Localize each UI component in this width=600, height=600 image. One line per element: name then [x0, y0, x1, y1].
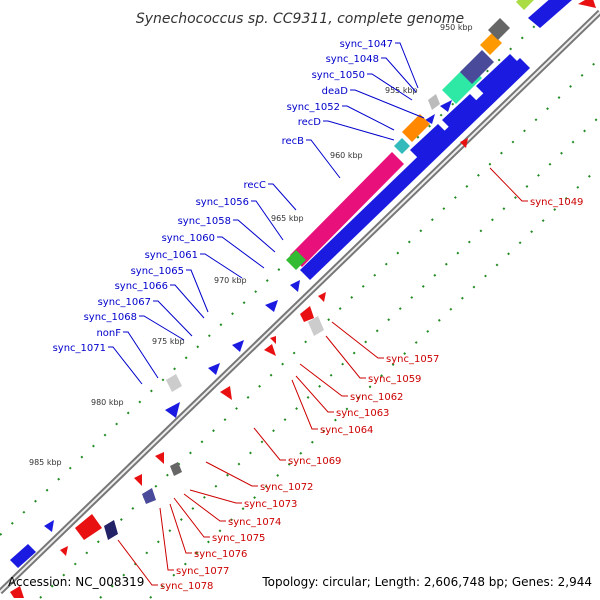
- feature-block[interactable]: [166, 374, 182, 392]
- gene-label-sync_1069[interactable]: sync_1069: [288, 456, 341, 467]
- scale-marks: 950 kbp 955 kbp 960 kbp 965 kbp 970 kbp …: [29, 23, 473, 467]
- gene-label-sync_1058[interactable]: sync_1058: [178, 216, 231, 227]
- scale-mark-965: 965 kbp: [271, 214, 304, 223]
- gene-label-sync_1075[interactable]: sync_1075: [212, 533, 265, 544]
- gene-block[interactable]: [44, 520, 54, 532]
- gene-label-sync_1067[interactable]: sync_1067: [98, 297, 151, 308]
- gene-label-sync_1050[interactable]: sync_1050: [312, 70, 365, 81]
- gene-block[interactable]: [208, 363, 220, 375]
- scale-mark-980: 980 kbp: [91, 398, 124, 407]
- gene-label-sync_1065[interactable]: sync_1065: [131, 266, 184, 277]
- topology-text: Topology: circular; Length: 2,606,748 bp…: [261, 575, 592, 589]
- gene-block[interactable]: [134, 474, 142, 486]
- feature-block[interactable]: [308, 316, 324, 336]
- gene-label-sync_1057[interactable]: sync_1057: [386, 354, 439, 365]
- scale-mark-960: 960 kbp: [330, 151, 363, 160]
- gene-label-sync_1059[interactable]: sync_1059: [368, 374, 421, 385]
- gene-block[interactable]: [440, 100, 452, 112]
- scale-mark-950: 950 kbp: [440, 23, 473, 32]
- feature-block[interactable]: [394, 138, 410, 154]
- gene-label-nonF[interactable]: nonF: [96, 328, 121, 339]
- feature-block[interactable]: [286, 250, 306, 270]
- gene-label-sync_1078[interactable]: sync_1078: [160, 581, 213, 592]
- gene-label-deaD[interactable]: deaD: [322, 86, 349, 97]
- accession-text: Accession: NC_008319: [8, 575, 144, 589]
- gene-block[interactable]: [460, 138, 468, 148]
- gene-label-recC[interactable]: recC: [243, 180, 266, 191]
- map-title: Synechococcus sp. CC9311, complete genom…: [136, 11, 464, 27]
- gene-label-sync_1076[interactable]: sync_1076: [194, 549, 247, 560]
- feature-block[interactable]: [460, 50, 494, 84]
- gene-label-sync_1066[interactable]: sync_1066: [115, 281, 168, 292]
- gene-block[interactable]: [410, 124, 446, 158]
- feature-block[interactable]: [488, 18, 510, 40]
- reverse-leader-lines: [117, 167, 528, 586]
- scale-mark-975: 975 kbp: [152, 337, 185, 346]
- gene-block[interactable]: [270, 336, 276, 344]
- gene-block[interactable]: [300, 306, 314, 322]
- gene-label-recD[interactable]: recD: [298, 117, 322, 128]
- feature-block[interactable]: [142, 488, 156, 504]
- gene-block[interactable]: [10, 544, 36, 568]
- gene-label-sync_1072[interactable]: sync_1072: [260, 482, 313, 493]
- gene-label-sync_1064[interactable]: sync_1064: [320, 425, 373, 436]
- reverse-gene-labels: sync_1049 sync_1057 sync_1059 sync_1062 …: [160, 197, 583, 592]
- feature-block[interactable]: [428, 94, 440, 110]
- gene-block[interactable]: [442, 94, 478, 128]
- gene-label-sync_1063[interactable]: sync_1063: [336, 408, 389, 419]
- reverse-gene-track: [10, 0, 596, 598]
- gene-block[interactable]: [578, 0, 596, 8]
- gene-block[interactable]: [528, 0, 572, 28]
- forward-gene-track: [10, 0, 572, 568]
- feature-block[interactable]: [402, 114, 430, 142]
- gene-label-recB[interactable]: recB: [282, 136, 305, 147]
- gene-label-sync_1074[interactable]: sync_1074: [228, 517, 281, 528]
- gene-block[interactable]: [290, 280, 300, 292]
- gene-block[interactable]: [60, 546, 68, 556]
- forward-gene-labels: sync_1047 sync_1048 sync_1050 deaD sync_…: [53, 39, 393, 354]
- gene-block[interactable]: [220, 386, 232, 400]
- gene-block[interactable]: [476, 54, 518, 94]
- gene-label-sync_1071[interactable]: sync_1071: [53, 343, 106, 354]
- feature-block[interactable]: [516, 0, 534, 10]
- gene-label-sync_1047[interactable]: sync_1047: [340, 39, 393, 50]
- gene-label-sync_1068[interactable]: sync_1068: [84, 312, 137, 323]
- gene-block[interactable]: [75, 514, 102, 540]
- gene-block[interactable]: [265, 300, 278, 312]
- gene-label-sync_1073[interactable]: sync_1073: [244, 499, 297, 510]
- gene-label-sync_1048[interactable]: sync_1048: [326, 54, 379, 65]
- gene-label-sync_1052[interactable]: sync_1052: [287, 102, 340, 113]
- gene-label-sync_1062[interactable]: sync_1062: [350, 392, 403, 403]
- gene-label-sync_1061[interactable]: sync_1061: [145, 250, 198, 261]
- gene-block[interactable]: [165, 402, 180, 418]
- feature-block[interactable]: [290, 152, 404, 267]
- gene-block[interactable]: [300, 58, 530, 280]
- genome-backbone: [0, 9, 600, 595]
- scale-mark-985: 985 kbp: [29, 458, 62, 467]
- feature-track: [104, 0, 534, 540]
- gene-block[interactable]: [232, 340, 244, 352]
- gene-block[interactable]: [425, 114, 435, 124]
- forward-leader-lines: [108, 42, 425, 385]
- gene-block[interactable]: [264, 344, 276, 356]
- feature-block[interactable]: [104, 520, 118, 540]
- gene-block[interactable]: [318, 292, 326, 302]
- gene-label-sync_1056[interactable]: sync_1056: [196, 197, 249, 208]
- gene-block[interactable]: [10, 586, 24, 598]
- feature-block[interactable]: [170, 462, 182, 476]
- scale-mark-955: 955 kbp: [385, 86, 418, 95]
- scale-mark-970: 970 kbp: [214, 276, 247, 285]
- gene-block[interactable]: [155, 452, 164, 464]
- gene-label-sync_1049[interactable]: sync_1049: [530, 197, 583, 208]
- gene-label-sync_1060[interactable]: sync_1060: [162, 233, 215, 244]
- gene-label-sync_1077[interactable]: sync_1077: [176, 566, 229, 577]
